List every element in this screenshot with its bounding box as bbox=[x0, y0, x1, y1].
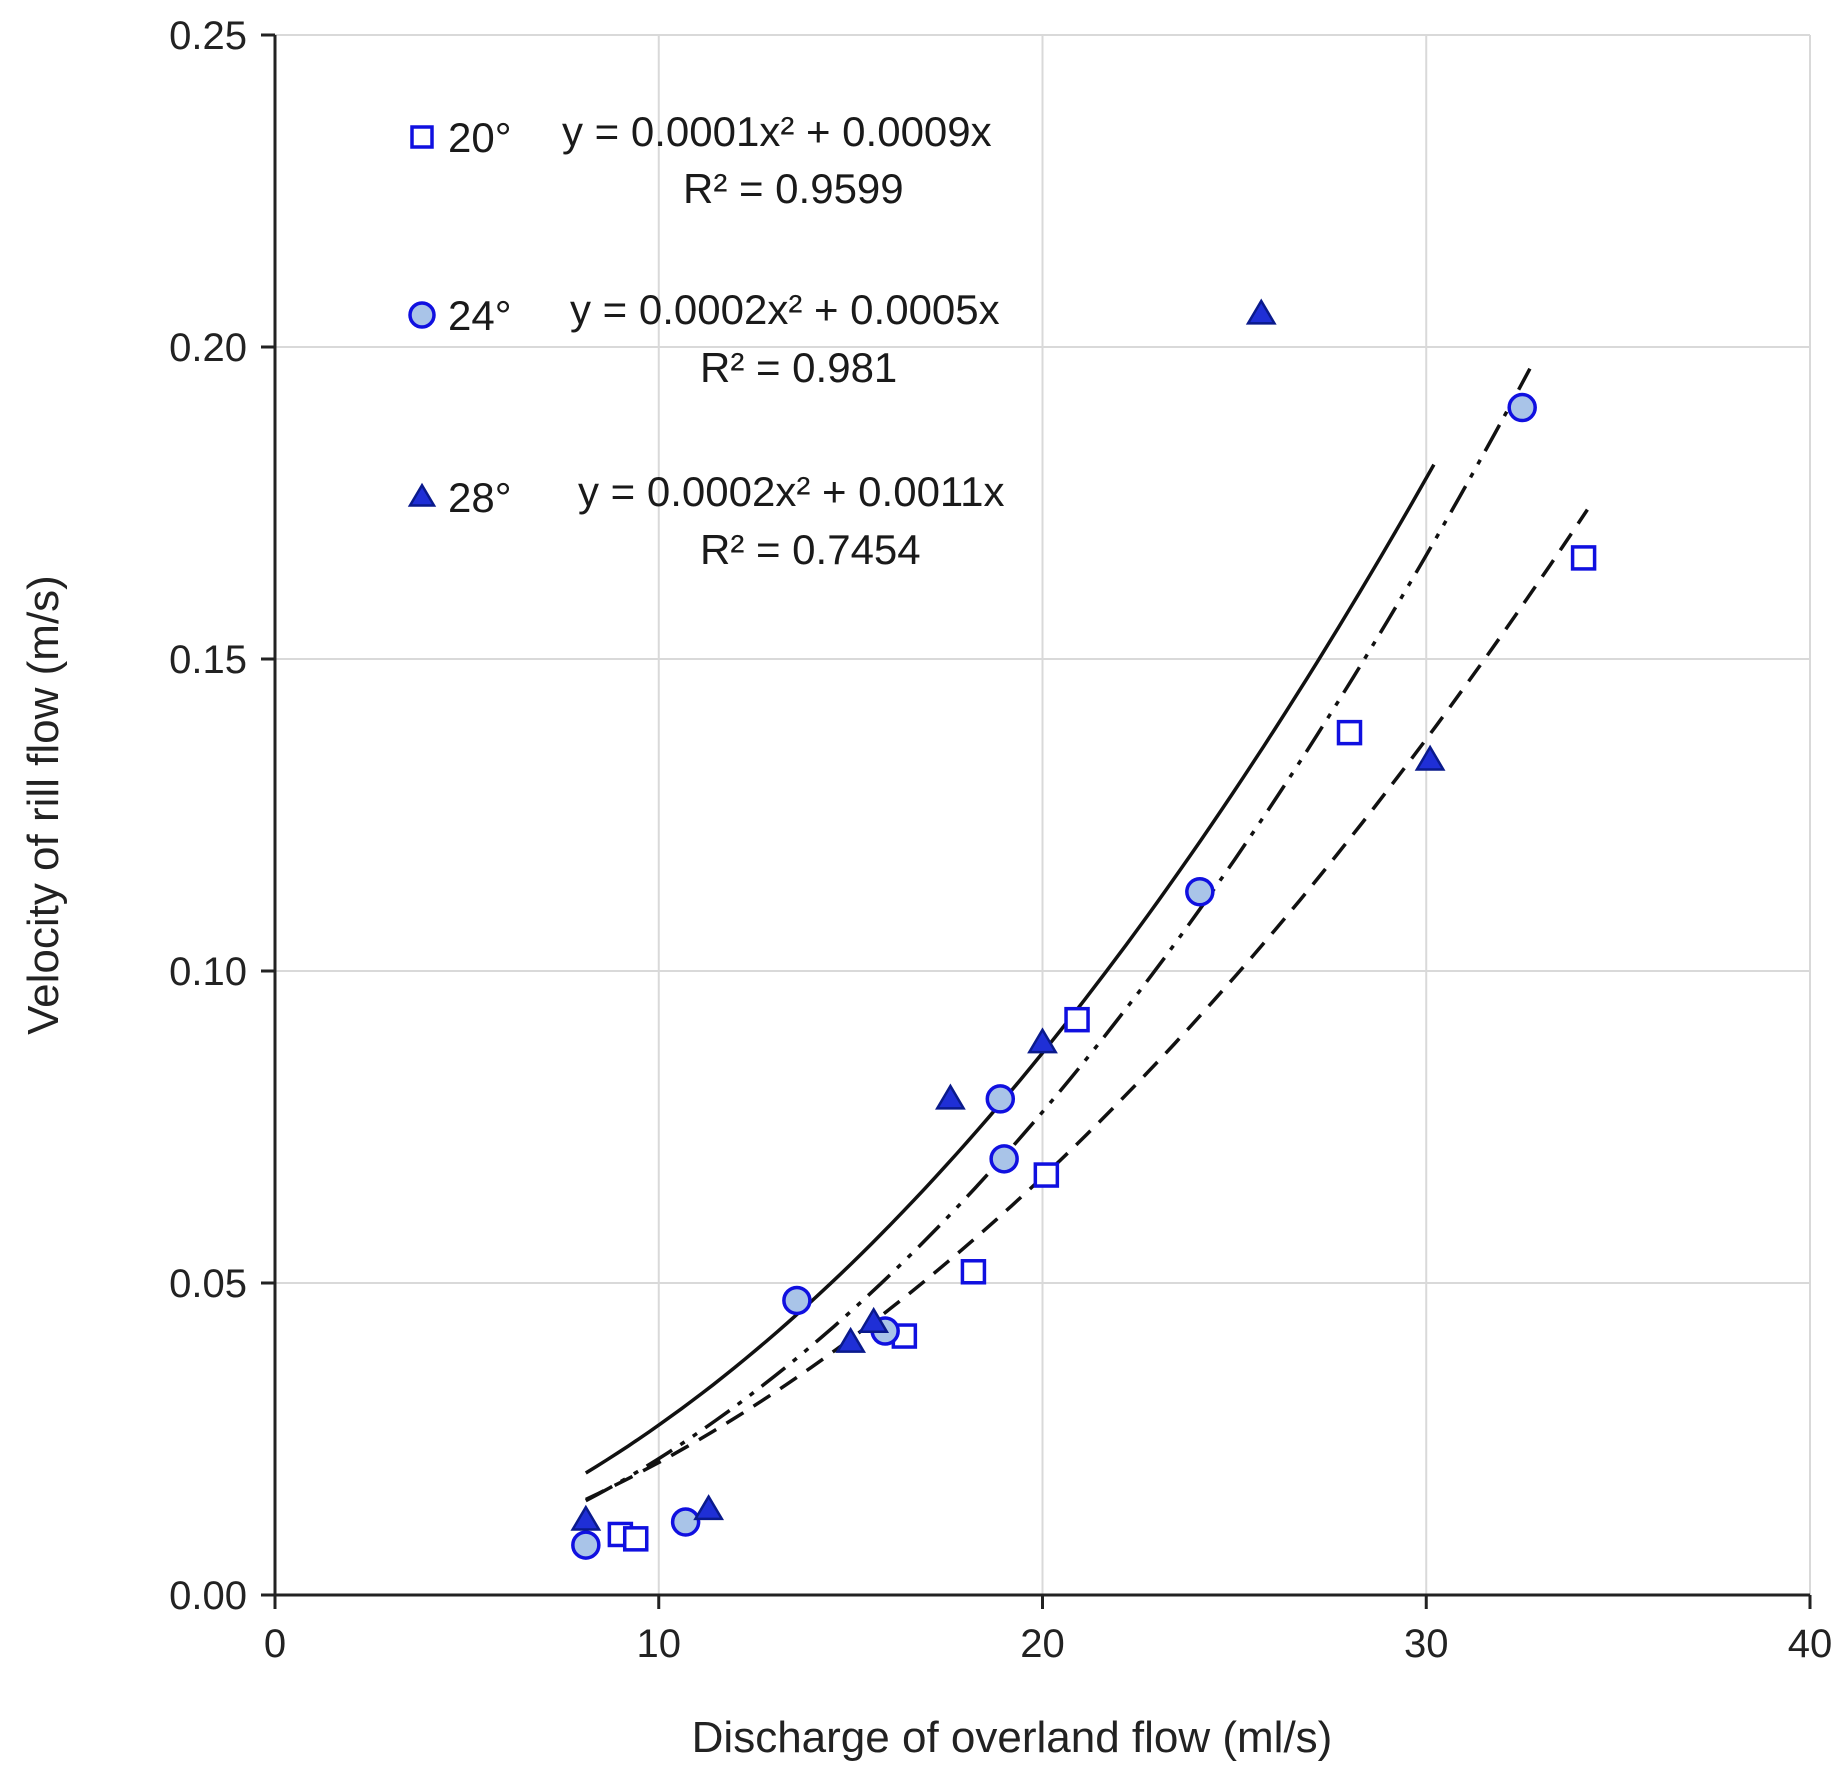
legend-marker-triangle bbox=[407, 482, 437, 507]
y-tick-label: 0.00 bbox=[169, 1574, 247, 1618]
trend-line-square bbox=[585, 508, 1589, 1501]
legend-equation-triangle: y = 0.0002x² + 0.0011x bbox=[578, 468, 1005, 515]
legend-r2-triangle: R² = 0.7454 bbox=[700, 526, 921, 573]
data-point-square bbox=[1064, 1006, 1090, 1033]
data-point-circle bbox=[1507, 392, 1537, 423]
data-point-circle bbox=[571, 1530, 601, 1560]
x-tick-label: 20 bbox=[1020, 1622, 1065, 1666]
data-point-square bbox=[1570, 545, 1597, 571]
data-point-square bbox=[622, 1526, 649, 1552]
axes bbox=[261, 33, 1812, 1609]
legend-label-triangle: 28° bbox=[448, 474, 512, 521]
data-point-triangle bbox=[1027, 1027, 1058, 1054]
data-point-triangle bbox=[570, 1504, 602, 1531]
x-tick-label: 10 bbox=[637, 1622, 682, 1666]
data-point-square bbox=[960, 1259, 987, 1285]
data-point-circle bbox=[985, 1084, 1016, 1114]
data-points bbox=[570, 298, 1597, 1560]
data-point-triangle bbox=[1245, 298, 1277, 325]
legend-equation-square: y = 0.0001x² + 0.0009x bbox=[562, 108, 992, 155]
trend-line-triangle bbox=[584, 463, 1436, 1475]
x-tick-label: 40 bbox=[1788, 1622, 1833, 1666]
data-point-triangle bbox=[858, 1306, 890, 1333]
x-tick-label: 30 bbox=[1404, 1622, 1449, 1666]
legend-r2-circle: R² = 0.981 bbox=[700, 344, 897, 391]
legend-equation-circle: y = 0.0002x² + 0.0005x bbox=[570, 286, 1000, 333]
data-point-triangle bbox=[935, 1083, 966, 1110]
grid-lines bbox=[275, 34, 1811, 1595]
tick-labels: 0 10 20 30 40 0.00 0.05 0.10 0.15 0.20 0.25 bbox=[169, 14, 1832, 1666]
data-point-circle bbox=[670, 1507, 701, 1537]
y-tick-label: 0.10 bbox=[169, 950, 247, 994]
data-point-circle bbox=[989, 1144, 1019, 1174]
y-tick-label: 0.20 bbox=[169, 326, 247, 370]
legend-marker-square bbox=[410, 125, 434, 149]
legend-label-circle: 24° bbox=[448, 292, 512, 339]
y-tick-label: 0.05 bbox=[169, 1262, 247, 1306]
data-point-circle bbox=[1185, 877, 1215, 907]
legend-label-square: 20° bbox=[448, 114, 512, 161]
x-tick-label: 0 bbox=[264, 1622, 286, 1666]
y-tick-label: 0.25 bbox=[169, 14, 247, 58]
x-axis-label: Discharge of overland flow (ml/s) bbox=[692, 1713, 1333, 1762]
y-tick-label: 0.15 bbox=[169, 638, 247, 682]
data-point-triangle bbox=[1414, 744, 1446, 771]
y-axis-label: Velocity of rill flow (m/s) bbox=[19, 575, 68, 1035]
legend-r2-square: R² = 0.9599 bbox=[683, 165, 904, 212]
data-point-triangle bbox=[835, 1326, 867, 1353]
legend: 20° y = 0.0001x² + 0.0009x R² = 0.9599 24° y… bbox=[407, 108, 1005, 573]
data-point-square bbox=[1033, 1162, 1060, 1188]
legend-marker-circle bbox=[408, 301, 436, 329]
data-point-triangle bbox=[693, 1494, 725, 1521]
trend-line-circle bbox=[584, 367, 1532, 1503]
data-point-square bbox=[1336, 719, 1363, 746]
data-point-circle bbox=[782, 1285, 812, 1316]
